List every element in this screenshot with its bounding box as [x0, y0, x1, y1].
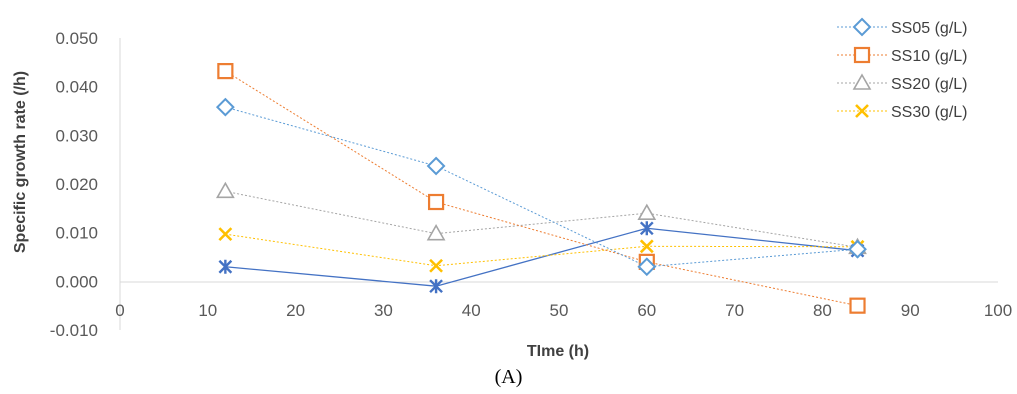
legend-marker: [852, 73, 872, 90]
legend-item-ss30: SS30 (g/L): [837, 104, 967, 121]
x-tick-label: 90: [901, 301, 920, 320]
data-point-ss20: [426, 224, 446, 241]
data-point-unlabeled: [639, 221, 654, 236]
legend-item-ss20: SS20 (g/L): [837, 73, 967, 93]
legend-marker: [855, 104, 869, 118]
x-tick-label: 50: [550, 301, 569, 320]
x-tick-label: 40: [462, 301, 481, 320]
x-tick-labels: 0 10 20 30 40 50 60 70 80 90 100: [115, 301, 1012, 320]
legend-item-ss05: SS05 (g/L): [837, 17, 967, 37]
axes: [119, 38, 998, 330]
y-tick-label: 0.040: [55, 78, 98, 97]
legend-label: SS10 (g/L): [891, 48, 967, 65]
data-point-ss30: [429, 258, 443, 273]
y-axis-title: Specific growth rate (/h): [12, 71, 29, 253]
x-tick-label: 80: [813, 301, 832, 320]
series-line-ss20: [225, 190, 858, 248]
y-tick-label: 0.050: [55, 29, 98, 48]
data-point-ss05: [215, 97, 235, 117]
y-tick-labels: -0.010 0.000 0.010 0.020 0.030 0.040 0.050: [50, 29, 98, 340]
y-tick-label: 0.000: [55, 272, 98, 291]
data-point-ss30: [639, 239, 654, 254]
data-point-ss05: [426, 156, 446, 176]
x-axis-title: TIme (h): [527, 343, 589, 360]
y-tick-label: 0.020: [55, 175, 98, 194]
data-point-ss05: [848, 239, 867, 259]
data-point-ss05: [637, 257, 657, 277]
series-line-ss05: [225, 106, 858, 268]
x-tick-label: 100: [984, 301, 1012, 320]
series-line-ss10: [225, 70, 858, 307]
x-tick-label: 70: [725, 301, 744, 320]
series-layer: [215, 62, 867, 314]
legend-label: SS20 (g/L): [891, 76, 967, 93]
data-point-ss10: [849, 297, 866, 314]
series-ss20: [215, 181, 867, 255]
data-point-unlabeled: [218, 259, 233, 274]
x-tick-label: 30: [374, 301, 393, 320]
x-tick-label: 20: [286, 301, 305, 320]
data-point-ss10: [427, 193, 445, 211]
legend-label: SS30 (g/L): [891, 104, 967, 121]
data-point-ss10: [217, 62, 234, 80]
series-ss30: [218, 227, 865, 273]
legend-marker: [852, 17, 872, 37]
y-tick-label: 0.010: [55, 224, 98, 243]
legend: SS05 (g/L) SS10 (g/L) SS20 (g/L) SS30 (g/L): [837, 17, 967, 121]
x-tick-label: 10: [198, 301, 217, 320]
x-tick-label: 60: [637, 301, 656, 320]
legend-item-ss10: SS10 (g/L): [837, 46, 967, 65]
legend-label: SS05 (g/L): [891, 20, 967, 37]
data-point-unlabeled: [429, 279, 443, 294]
series-ss05: [215, 97, 867, 277]
panel-label: (A): [494, 366, 523, 388]
data-point-ss20: [215, 181, 235, 199]
y-tick-label: 0.030: [55, 126, 98, 145]
y-tick-label: -0.010: [50, 321, 98, 340]
series-line-ss30: [225, 233, 858, 267]
series-line-unlabeled: [225, 227, 858, 287]
data-point-ss20: [637, 203, 657, 220]
legend-marker: [853, 46, 871, 64]
x-tick-label: 0: [115, 301, 124, 320]
data-point-ss30: [218, 227, 233, 242]
